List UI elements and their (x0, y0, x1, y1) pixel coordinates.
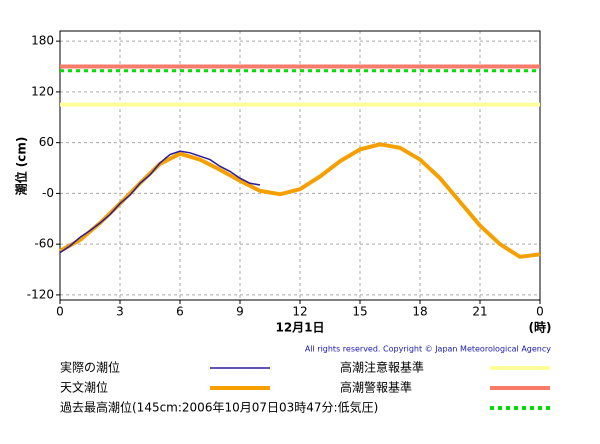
y-tick-label: 60 (39, 135, 54, 149)
legend-label: 過去最高潮位(145cm:2006年10月07日03時47分:低気圧) (60, 400, 378, 415)
legend-label: 高潮警報基準 (340, 380, 412, 395)
copyright: All rights reserved. Copyright © Japan M… (305, 345, 551, 354)
y-tick-label: -60 (34, 237, 54, 251)
y-tick-label: -0 (42, 186, 54, 200)
x-tick-label: 21 (472, 305, 487, 319)
x-tick-label: 6 (176, 305, 184, 319)
y-axis-label: 潮位 (cm) (14, 137, 29, 196)
x-tick-label: 0 (56, 305, 64, 319)
legend-label: 実際の潮位 (60, 360, 120, 375)
legend-label: 高潮注意報基準 (340, 360, 424, 375)
x-tick-label: 9 (236, 305, 244, 319)
x-tick-label: 0 (536, 305, 544, 319)
x-axis-label: 12月1日 (275, 321, 324, 335)
y-tick-label: 180 (31, 34, 54, 48)
x-tick-label: 12 (292, 305, 307, 319)
x-tick-label: 15 (352, 305, 367, 319)
plot-frame (59, 30, 541, 301)
x-unit: (時) (529, 320, 552, 335)
data-line (59, 150, 261, 254)
x-tick-label: 18 (412, 305, 427, 319)
legend-label: 天文潮位 (60, 380, 108, 395)
y-tick-label: 120 (31, 84, 54, 98)
x-tick-label: 3 (116, 305, 124, 319)
y-tick-label: -120 (27, 287, 54, 301)
